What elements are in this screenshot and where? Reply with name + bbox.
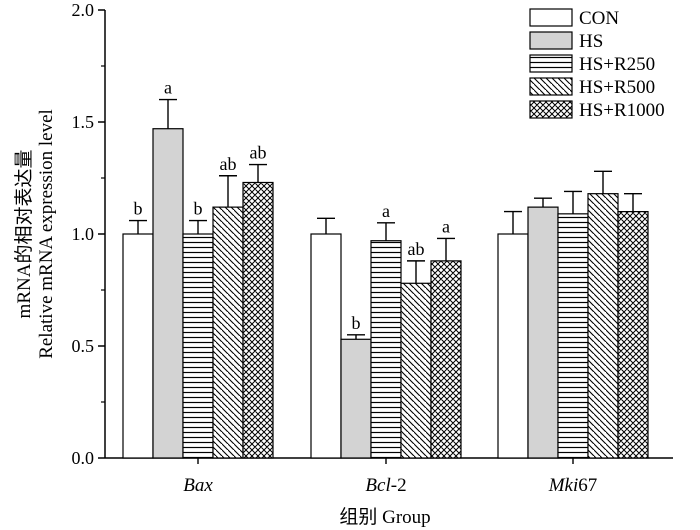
legend-swatch [529, 77, 573, 96]
significance-label: a [442, 216, 450, 236]
legend-label: HS+R500 [579, 77, 655, 98]
bar [310, 233, 342, 459]
bar [587, 193, 619, 459]
category-label: Bax [183, 475, 213, 496]
significance-label: ab [408, 239, 425, 259]
y-axis-title-line1: mRNA的相对表达量 [13, 150, 35, 319]
bar [152, 128, 184, 459]
y-axis-title: mRNA的相对表达量 Relative mRNA expression leve… [13, 109, 57, 359]
category-label: Mki67 [548, 475, 598, 496]
bar [497, 233, 529, 459]
y-tick-label: 1.0 [72, 224, 95, 244]
category-label: Bcl-2 [365, 475, 406, 496]
legend-label: HS+R250 [579, 54, 655, 75]
legend-label: HS [579, 31, 603, 52]
significance-label: b [194, 199, 203, 219]
bar [340, 338, 372, 459]
legend-swatch [529, 8, 573, 27]
bar [122, 233, 154, 459]
significance-label: ab [220, 154, 237, 174]
y-axis-title-line2: Relative mRNA expression level [36, 109, 57, 359]
bar [430, 260, 462, 459]
significance-label: b [134, 199, 143, 219]
legend-swatch [529, 31, 573, 50]
y-tick-label: 1.5 [72, 112, 95, 132]
legend-swatch [529, 100, 573, 119]
bar [242, 181, 274, 459]
bar [212, 206, 244, 459]
x-axis-title: 组别 Group [339, 506, 430, 528]
bar [400, 282, 432, 459]
bar [557, 213, 589, 459]
bar [527, 206, 559, 459]
bar [617, 211, 649, 459]
y-ticks: 0.0 0.5 1.0 1.5 2.0 [72, 0, 105, 468]
category-labels: Bax Bcl-2 Mki67 [183, 458, 597, 496]
significance-label: ab [250, 143, 267, 163]
bar [182, 233, 214, 459]
significance-label: b [352, 313, 361, 333]
legend-label: HS+R1000 [579, 100, 665, 121]
legend-label: CON [579, 8, 619, 29]
significance-label: a [382, 201, 390, 221]
y-tick-label: 2.0 [72, 0, 95, 20]
bar [370, 240, 402, 459]
y-tick-label: 0.5 [72, 336, 95, 356]
legend-swatch [529, 54, 573, 73]
y-tick-label: 0.0 [72, 448, 95, 468]
significance-label: a [164, 78, 172, 98]
